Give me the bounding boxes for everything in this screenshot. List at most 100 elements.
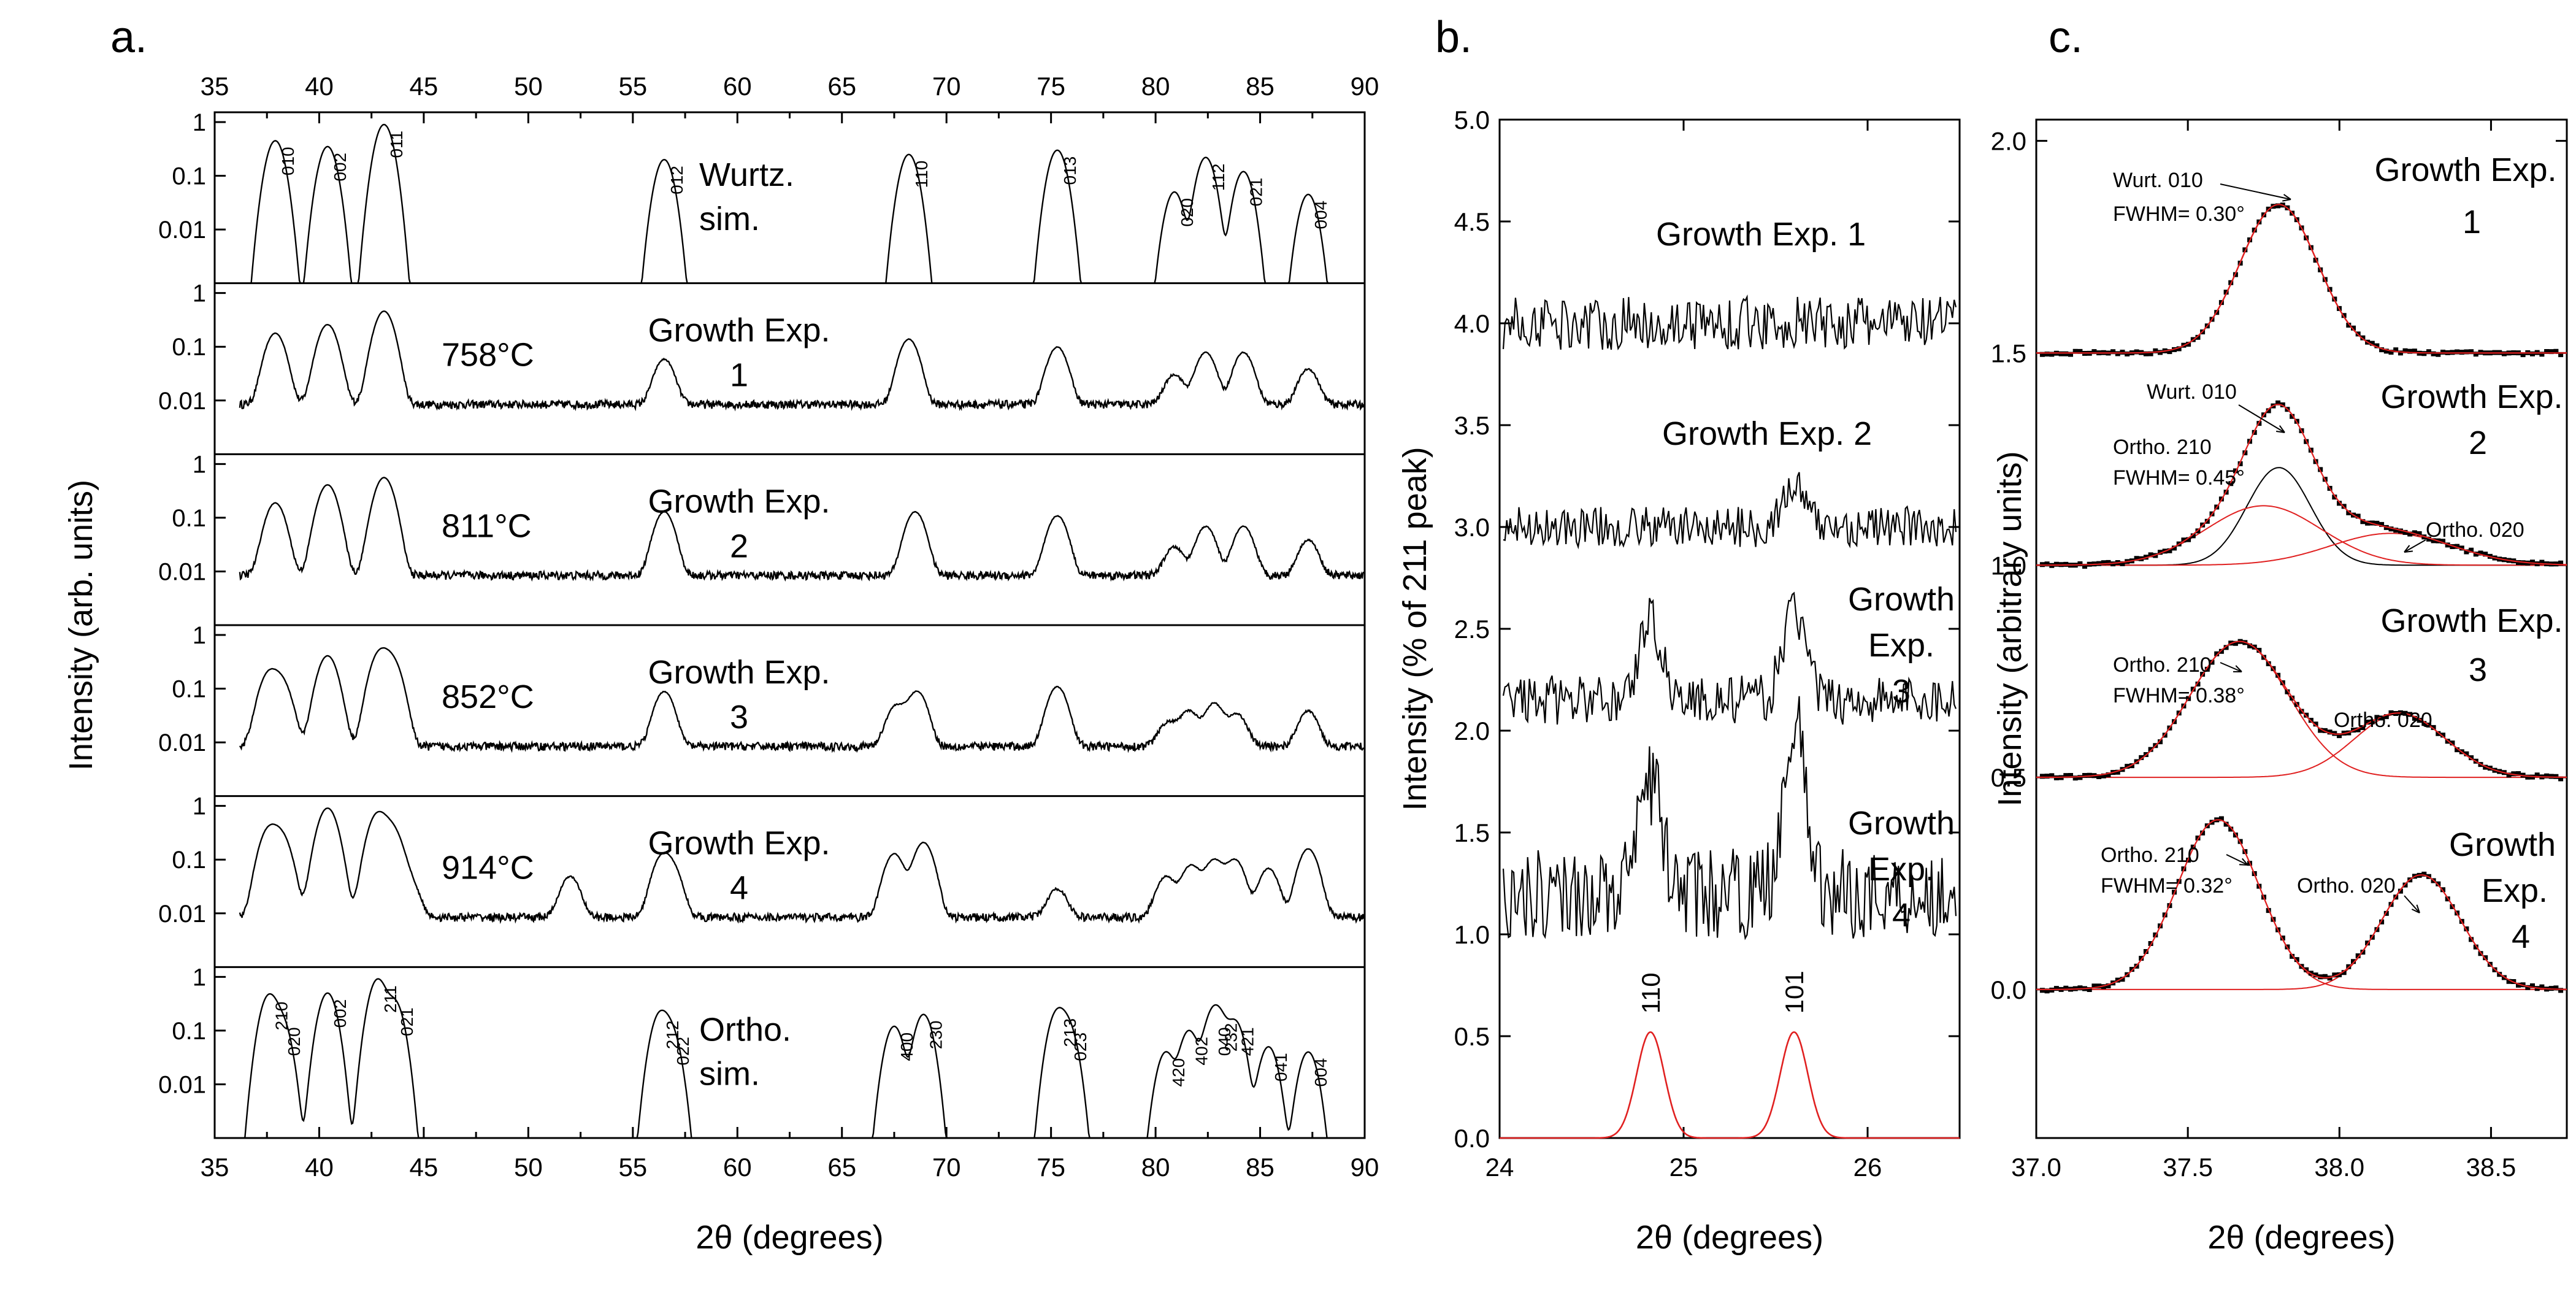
panel-c-letter: c.	[2049, 13, 2083, 62]
panel-b-ytick-label: 1.0	[1454, 920, 1490, 949]
panel-c-series-label: Growth Exp.	[2374, 152, 2556, 188]
panel-b-ytick-label: 2.0	[1454, 717, 1490, 745]
panel-a-xtick-label-bottom: 60	[723, 1153, 752, 1182]
panel-c-component-label: Ortho. 210	[2113, 653, 2212, 677]
panel-c-ytick-label: 1.5	[1991, 339, 2026, 367]
panel-a-hkl-label: 002	[331, 999, 350, 1028]
panel-b-ytick-label: 0.5	[1454, 1022, 1490, 1051]
panel-a-sample-label: Growth Exp.	[648, 483, 830, 520]
panel-a-sample-label: 1	[730, 357, 748, 394]
panel-c-xtick-label: 37.5	[2163, 1153, 2213, 1182]
panel-a-xtick-label-top: 60	[723, 72, 752, 101]
panel-a-xtick-label-bottom: 70	[932, 1153, 961, 1182]
panel-b-ylabel: Intensity (% of 211 peak)	[1397, 447, 1433, 810]
panel-b-xlabel: 2θ (degrees)	[1636, 1219, 1823, 1256]
panel-b-series-label: 4	[1892, 897, 1911, 934]
panel-a-hkl-label: 020	[1178, 198, 1197, 227]
panel-a-temperature: 811°C	[442, 507, 532, 544]
panel-a-xtick-label-bottom: 85	[1246, 1153, 1275, 1182]
panel-a-hkl-label: 232	[1221, 1023, 1240, 1052]
panel-a-ytick-label: 1	[193, 109, 206, 136]
panel-b-trace-2	[1503, 472, 1957, 550]
panel-b-ytick-label: 0.0	[1454, 1124, 1490, 1153]
panel-b-letter: b.	[1435, 13, 1472, 62]
panel-a-ytick-label: 0.1	[172, 1018, 206, 1045]
panel-a-hkl-label: 400	[897, 1032, 916, 1061]
panel-c-component-label: Ortho. 210	[2113, 436, 2212, 459]
panel-a-hkl-label: 112	[1209, 164, 1228, 191]
panel-a-sample-label: sim.	[699, 1055, 760, 1092]
panel-a-hkl-label: 010	[278, 147, 297, 175]
panel-c-series-label: Exp.	[2482, 872, 2548, 909]
panel-a-hkl-label: 020	[285, 1027, 304, 1056]
panel-a-xtick-label-top: 35	[201, 72, 229, 101]
panel-a-sample-label: Growth Exp.	[648, 825, 830, 862]
panel-a-temperature: 758°C	[442, 337, 534, 374]
panel-a-xtick-label-bottom: 75	[1037, 1153, 1065, 1182]
panel-a-sample-label: Ortho.	[699, 1011, 791, 1048]
panel-a-ytick-label: 0.01	[158, 558, 206, 585]
panel-b-series-label: Growth Exp. 2	[1662, 415, 1872, 452]
panel-c-fit-1	[2036, 204, 2567, 354]
panel-b-ytick-label: 3.5	[1454, 411, 1490, 440]
panel-c-series-label: 1	[2463, 204, 2481, 240]
panel-b-series-label: Growth	[1848, 805, 1955, 842]
panel-c-ytick-label: 0.5	[1991, 763, 2026, 792]
panel-a-xtick-label-top: 90	[1351, 72, 1379, 101]
panel-a-hkl-label: 023	[1071, 1032, 1090, 1061]
panel-b-trace-4	[1502, 696, 1957, 940]
panel-a-xtick-label-bottom: 40	[305, 1153, 334, 1182]
panel-b-ytick-label: 3.0	[1454, 513, 1490, 542]
panel-b-ytick-label: 4.5	[1454, 207, 1490, 236]
panel-a-hkl-label: 004	[1311, 201, 1330, 229]
panel-a-xtick-label-top: 40	[305, 72, 334, 101]
panel-c-annotation-arrow	[2220, 183, 2291, 200]
panel-c-fwhm-label: FWHM= 0.32°	[2101, 874, 2233, 898]
panel-a-ytick-label: 1	[193, 280, 206, 307]
panel-c-annotation-arrowhead	[2404, 545, 2413, 553]
panel-a-ytick-label: 0.01	[158, 901, 206, 928]
panel-a-sample-label: Growth Exp.	[648, 312, 830, 349]
panel-b-series-label: Exp.	[1868, 627, 1934, 664]
panel-a-sample-label: Growth Exp.	[648, 654, 830, 691]
panel-a-xtick-label-bottom: 55	[618, 1153, 647, 1182]
panel-a-hkl-label: 420	[1169, 1058, 1188, 1087]
panel-a-ytick-label: 1	[193, 964, 206, 991]
panel-a-hkl-label: 011	[387, 131, 406, 158]
panel-a-ytick-label: 1	[193, 451, 206, 478]
panel-a-hkl-label: 110	[912, 161, 931, 188]
panel-b-chart: 0.0 0.5 1.0 1.5 2.0 2.5 3.0 3.5 4.0 4.5 5.0 24 25 26 2…	[1397, 106, 1961, 1256]
panel-c-component-label: Ortho. 020	[2297, 874, 2396, 898]
panel-a-trace-1	[215, 123, 1365, 284]
panel-b-series-label: Growth	[1848, 581, 1955, 618]
panel-a-sample-label: 3	[730, 699, 748, 736]
panel-a-trace-4	[239, 647, 1365, 753]
panel-a-xtick-label-bottom: 45	[410, 1153, 439, 1182]
panel-a-hkl-label: 040	[1215, 1027, 1234, 1056]
panel-b-ytick-label: 5.0	[1454, 106, 1490, 134]
panel-a-ytick-label: 1	[193, 622, 206, 649]
panel-c-ylabel: Intensity (arbitrary units)	[1991, 451, 2028, 806]
panel-c-component-label: Ortho. 020	[2334, 709, 2432, 732]
panel-a-sample-label: sim.	[699, 201, 760, 237]
panel-c-fit-2	[2036, 404, 2567, 566]
panel-a-xtick-label-top: 55	[618, 72, 647, 101]
panel-c-annotation-arrowhead	[2239, 858, 2248, 866]
panel-c-annotation-arrow	[2220, 662, 2242, 672]
panel-a-xtick-label-bottom: 80	[1141, 1153, 1170, 1182]
panel-a-temperature: 914°C	[442, 850, 534, 886]
panel-b-ytick-label: 1.5	[1454, 818, 1490, 847]
panel-a-hkl-label: 421	[1238, 1027, 1257, 1056]
panel-c-fwhm-label: FWHM= 0.45°	[2113, 466, 2245, 490]
panel-c-xtick-label: 38.0	[2314, 1153, 2364, 1182]
panel-c-component-label: Wurt. 010	[2147, 380, 2237, 404]
panel-a-xtick-label-top: 75	[1037, 72, 1065, 101]
panel-a-hkl-label: 002	[331, 153, 350, 182]
panel-b-xtick-label: 24	[1485, 1153, 1514, 1182]
panel-c-chart: 0.0 0.5 1.0 1.5 2.0 37.0 37.5 38.0 38.5 2θ (degre…	[1991, 118, 2568, 1256]
panel-c-fwhm-label: FWHM= 0.30°	[2113, 202, 2245, 226]
panel-a-hkl-label: 004	[1311, 1058, 1330, 1087]
panel-a-xtick-label-top: 70	[932, 72, 961, 101]
panel-a-ylabel: Intensity (arb. units)	[63, 480, 99, 771]
panel-a-hkl-label: 013	[1060, 156, 1079, 185]
